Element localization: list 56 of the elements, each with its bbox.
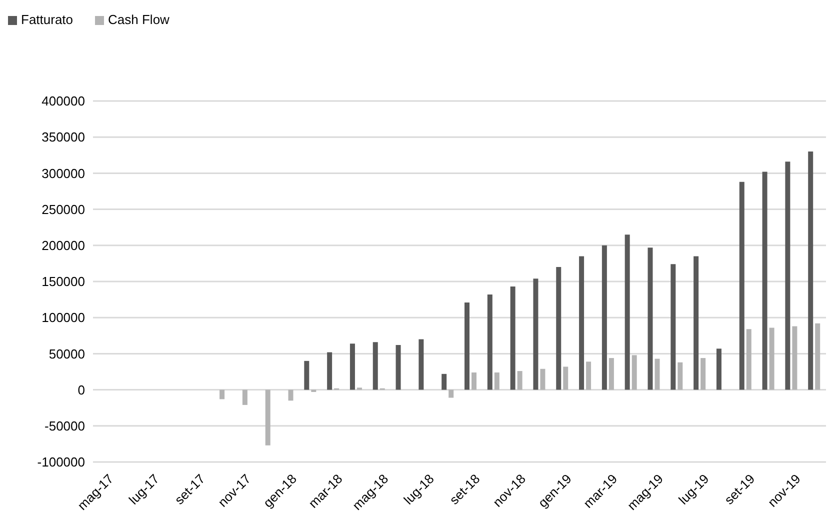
bar — [448, 390, 454, 398]
bar — [716, 348, 722, 390]
bar — [372, 342, 378, 390]
bar — [418, 339, 424, 390]
bar — [608, 358, 614, 390]
bar — [242, 390, 248, 405]
bar — [472, 372, 476, 390]
bar — [670, 264, 676, 390]
bar — [746, 329, 752, 390]
bar — [654, 358, 660, 390]
bar — [350, 344, 355, 390]
bar — [632, 355, 637, 390]
y-tick-label: 250000 — [42, 202, 85, 217]
y-tick-label: 350000 — [42, 130, 85, 145]
bar — [327, 352, 332, 390]
bar — [694, 256, 699, 390]
bar — [700, 358, 706, 390]
bar — [556, 267, 562, 390]
bar — [739, 182, 744, 390]
legend-label: Cash Flow — [108, 12, 170, 27]
bar — [586, 362, 592, 390]
bar — [678, 362, 683, 390]
y-tick-label: 200000 — [42, 238, 85, 254]
y-tick-label: 400000 — [42, 94, 85, 109]
bar — [563, 366, 568, 390]
bar — [464, 302, 470, 390]
bar — [792, 326, 798, 390]
y-tick-label: -50000 — [44, 418, 85, 434]
legend-label: Fatturato — [21, 12, 74, 27]
bar — [510, 286, 516, 390]
bar — [533, 278, 538, 390]
bar — [442, 374, 447, 390]
y-tick-label: -100000 — [37, 454, 85, 470]
y-tick-label: 150000 — [42, 274, 85, 290]
y-tick-label: 100000 — [42, 310, 85, 326]
bar — [288, 390, 294, 401]
y-tick-label: 50000 — [48, 346, 85, 362]
bar — [396, 345, 401, 390]
bar — [220, 390, 225, 400]
bar — [494, 372, 500, 390]
bar — [815, 323, 820, 390]
bar — [808, 152, 814, 390]
bar — [487, 294, 492, 390]
bar — [540, 368, 546, 390]
bar — [769, 328, 774, 390]
bar — [517, 371, 522, 390]
bar — [579, 256, 584, 390]
bar — [624, 234, 630, 390]
bar — [265, 390, 270, 446]
y-tick-label: 0 — [78, 382, 85, 398]
bar — [762, 172, 768, 390]
bar — [304, 360, 310, 390]
y-tick-label: 300000 — [42, 166, 85, 181]
bar — [648, 248, 653, 390]
bar — [785, 162, 790, 390]
bar — [602, 245, 607, 390]
